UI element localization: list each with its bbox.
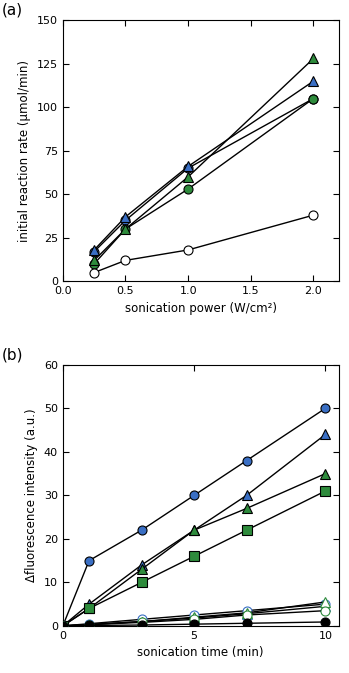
Text: (a): (a) bbox=[2, 3, 23, 17]
X-axis label: sonication power (W/cm²): sonication power (W/cm²) bbox=[125, 302, 277, 315]
Text: (b): (b) bbox=[2, 347, 24, 362]
Y-axis label: Δfluorescence intensity (a.u.): Δfluorescence intensity (a.u.) bbox=[25, 409, 38, 582]
X-axis label: sonication time (min): sonication time (min) bbox=[138, 646, 264, 660]
Y-axis label: initial reaction rate (μmol/min): initial reaction rate (μmol/min) bbox=[18, 60, 31, 242]
